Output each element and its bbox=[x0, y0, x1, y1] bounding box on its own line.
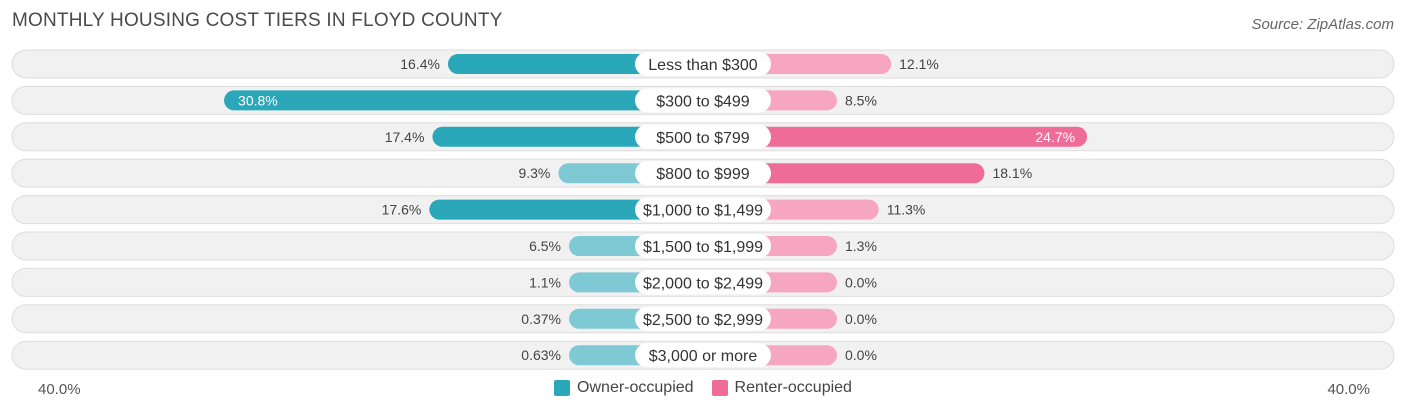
category-label: $300 to $499 bbox=[656, 93, 750, 110]
renter-value-label: 0.0% bbox=[845, 311, 877, 327]
owner-value-label: 6.5% bbox=[529, 238, 561, 254]
axis-right-label: 40.0% bbox=[1327, 381, 1370, 398]
owner-value-label: 16.4% bbox=[400, 56, 440, 72]
legend-item-owner: Owner-occupied bbox=[554, 379, 694, 397]
bar-owner bbox=[429, 199, 703, 220]
legend-item-renter: Renter-occupied bbox=[711, 379, 852, 397]
category-pill bbox=[635, 306, 771, 331]
category-label: Less than $300 bbox=[648, 57, 758, 74]
bar-owner bbox=[224, 90, 703, 111]
category-pill bbox=[635, 52, 771, 76]
category-label: $3,000 or more bbox=[649, 348, 758, 365]
owner-value-label: 0.37% bbox=[521, 311, 561, 327]
owner-value-label: 9.3% bbox=[518, 165, 550, 181]
owner-value-label: 0.63% bbox=[521, 347, 561, 363]
category-label: $1,000 to $1,499 bbox=[643, 203, 763, 220]
category-pill bbox=[635, 88, 771, 113]
category-pill bbox=[635, 270, 771, 295]
bar-renter bbox=[703, 126, 1088, 147]
category-label: $500 to $799 bbox=[656, 130, 750, 147]
renter-value-label: 0.0% bbox=[845, 347, 877, 363]
owner-value-label: 1.1% bbox=[529, 274, 561, 290]
source-note: Source: ZipAtlas.com bbox=[1251, 16, 1394, 33]
owner-value-label: 17.4% bbox=[385, 129, 425, 145]
legend-label-owner: Owner-occupied bbox=[577, 379, 694, 396]
category-label: $1,500 to $1,999 bbox=[643, 239, 763, 256]
renter-value-label: 0.0% bbox=[845, 274, 877, 290]
owner-value-label: 30.8% bbox=[238, 92, 278, 108]
renter-value-label: 1.3% bbox=[845, 238, 877, 254]
renter-value-label: 12.1% bbox=[899, 56, 939, 72]
legend-label-renter: Renter-occupied bbox=[734, 379, 852, 396]
bar-owner bbox=[432, 126, 703, 147]
owner-value-label: 17.6% bbox=[382, 202, 422, 218]
category-label: $2,000 to $2,499 bbox=[643, 275, 763, 292]
category-pill bbox=[635, 197, 771, 222]
category-pill bbox=[635, 124, 771, 149]
bar-renter bbox=[703, 163, 985, 184]
category-pill bbox=[635, 343, 771, 368]
category-label: $800 to $999 bbox=[656, 166, 750, 183]
category-label: $2,500 to $2,999 bbox=[643, 312, 763, 329]
legend: Owner-occupied Renter-occupied bbox=[0, 379, 1406, 397]
renter-value-label: 8.5% bbox=[845, 92, 877, 108]
axis-left-label: 40.0% bbox=[38, 381, 81, 398]
renter-value-label: 24.7% bbox=[1035, 129, 1075, 145]
renter-value-label: 11.3% bbox=[887, 202, 926, 218]
legend-swatch-renter bbox=[711, 380, 728, 396]
chart-title: MONTHLY HOUSING COST TIERS IN FLOYD COUN… bbox=[12, 10, 503, 31]
renter-value-label: 18.1% bbox=[992, 165, 1032, 181]
category-pill bbox=[635, 234, 771, 258]
legend-swatch-owner bbox=[554, 380, 571, 396]
category-pill bbox=[635, 161, 771, 186]
